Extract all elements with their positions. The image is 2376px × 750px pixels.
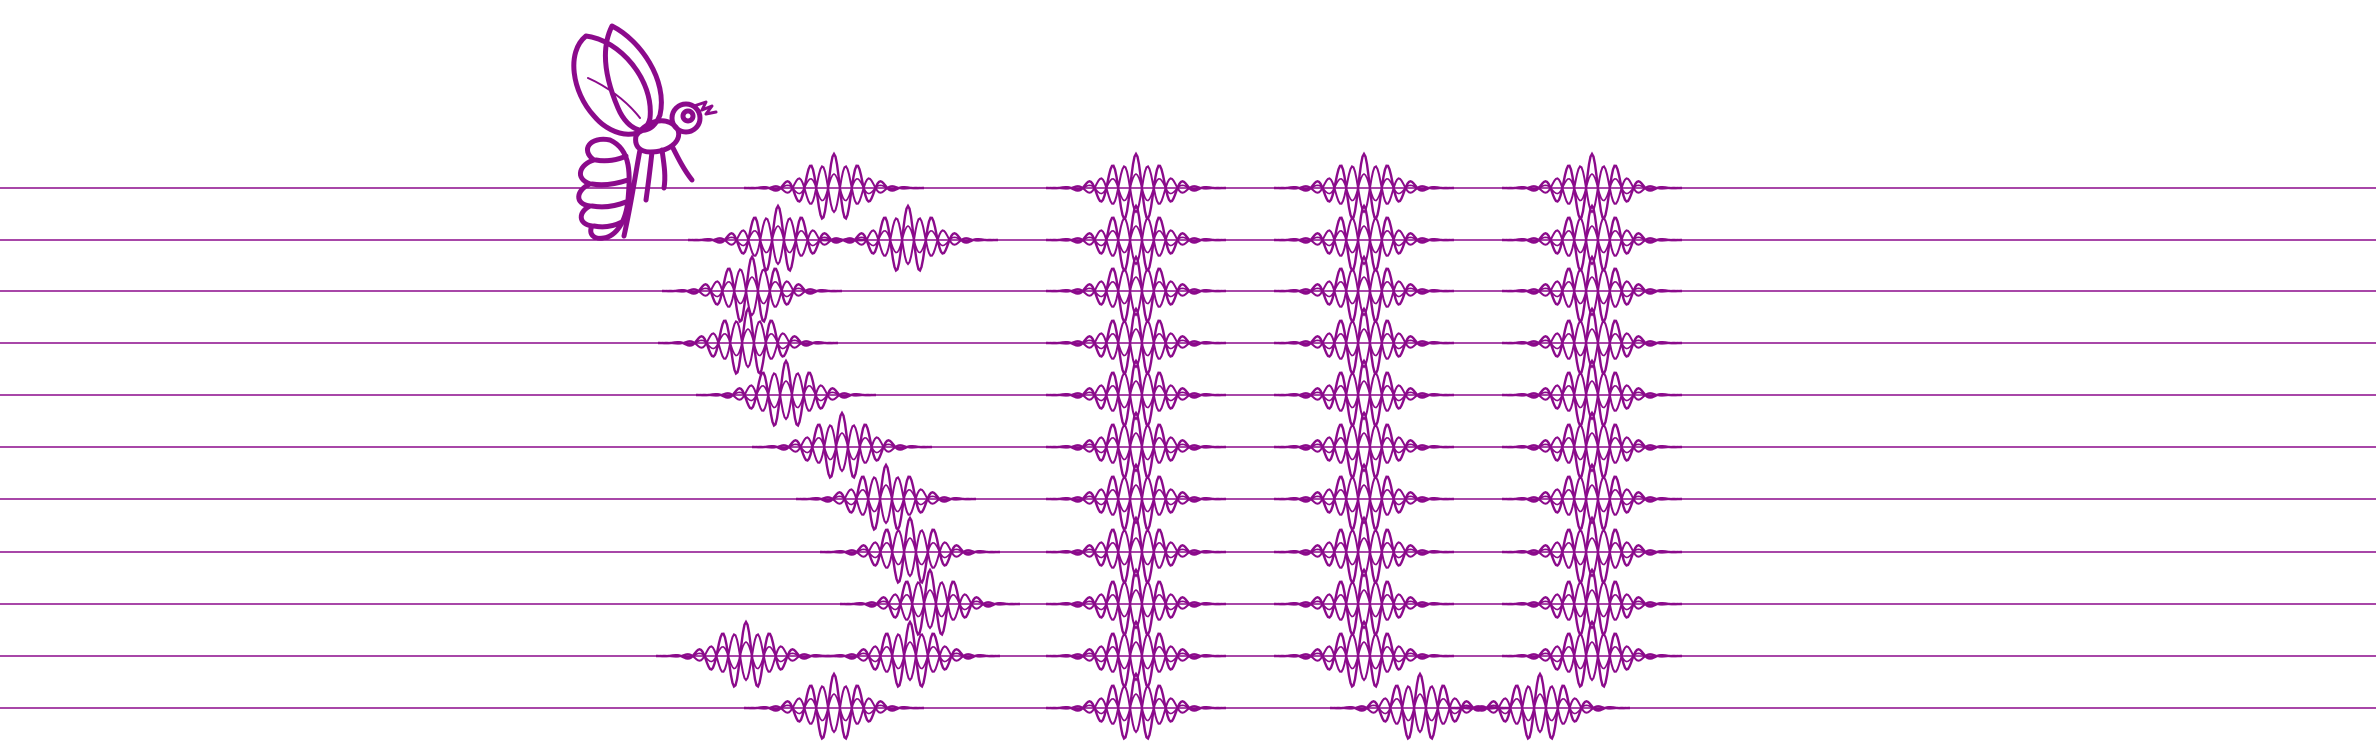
wave-packet	[696, 361, 876, 426]
wave-packet	[1502, 518, 1682, 583]
wave-packet	[1274, 413, 1454, 478]
wave-packet	[820, 518, 1000, 583]
bee-leg	[672, 146, 692, 180]
bee-icon	[574, 26, 716, 238]
wave-packet	[1046, 361, 1226, 426]
wave-packet	[1046, 206, 1226, 271]
bee-wing-back	[605, 26, 661, 130]
wave-packet	[820, 622, 1000, 687]
wave-packet	[658, 309, 838, 374]
wave-packet	[744, 154, 924, 219]
wave-packet	[1046, 413, 1226, 478]
wave-packet	[1046, 309, 1226, 374]
wave-packet	[752, 413, 932, 478]
wave-packet	[662, 257, 842, 322]
bee-stripe	[592, 180, 628, 185]
wave-packet	[1502, 622, 1682, 687]
wave-packet	[1046, 622, 1226, 687]
bee-stripe	[596, 156, 626, 161]
bee-leg	[646, 152, 652, 200]
bee-stripe	[594, 222, 622, 227]
bee-leg	[662, 150, 665, 188]
wave-packet	[1274, 518, 1454, 583]
bee-stripe	[592, 202, 626, 207]
wave-packet	[1502, 154, 1682, 219]
wave-packet	[1274, 622, 1454, 687]
wave-packet	[1502, 257, 1682, 322]
wave-packet	[656, 622, 836, 687]
wave-packet	[1502, 206, 1682, 271]
wave-packet	[1046, 257, 1226, 322]
wave-packet	[1502, 309, 1682, 374]
wave-packet	[1502, 361, 1682, 426]
wave-packet	[1046, 674, 1226, 739]
wave-packet	[1274, 206, 1454, 271]
wave-packet	[840, 570, 1020, 635]
wave-packet	[1274, 154, 1454, 219]
wave-packet	[796, 465, 976, 530]
wave-packet	[1274, 257, 1454, 322]
wave-packet	[1046, 154, 1226, 219]
wave-packet	[1502, 570, 1682, 635]
wave-packet	[1274, 361, 1454, 426]
wave-packet	[1274, 309, 1454, 374]
wave-packet	[1502, 413, 1682, 478]
wave-packet	[1046, 570, 1226, 635]
wave-packet	[1046, 518, 1226, 583]
wave-packet	[1274, 570, 1454, 635]
bee-eye	[683, 111, 693, 121]
